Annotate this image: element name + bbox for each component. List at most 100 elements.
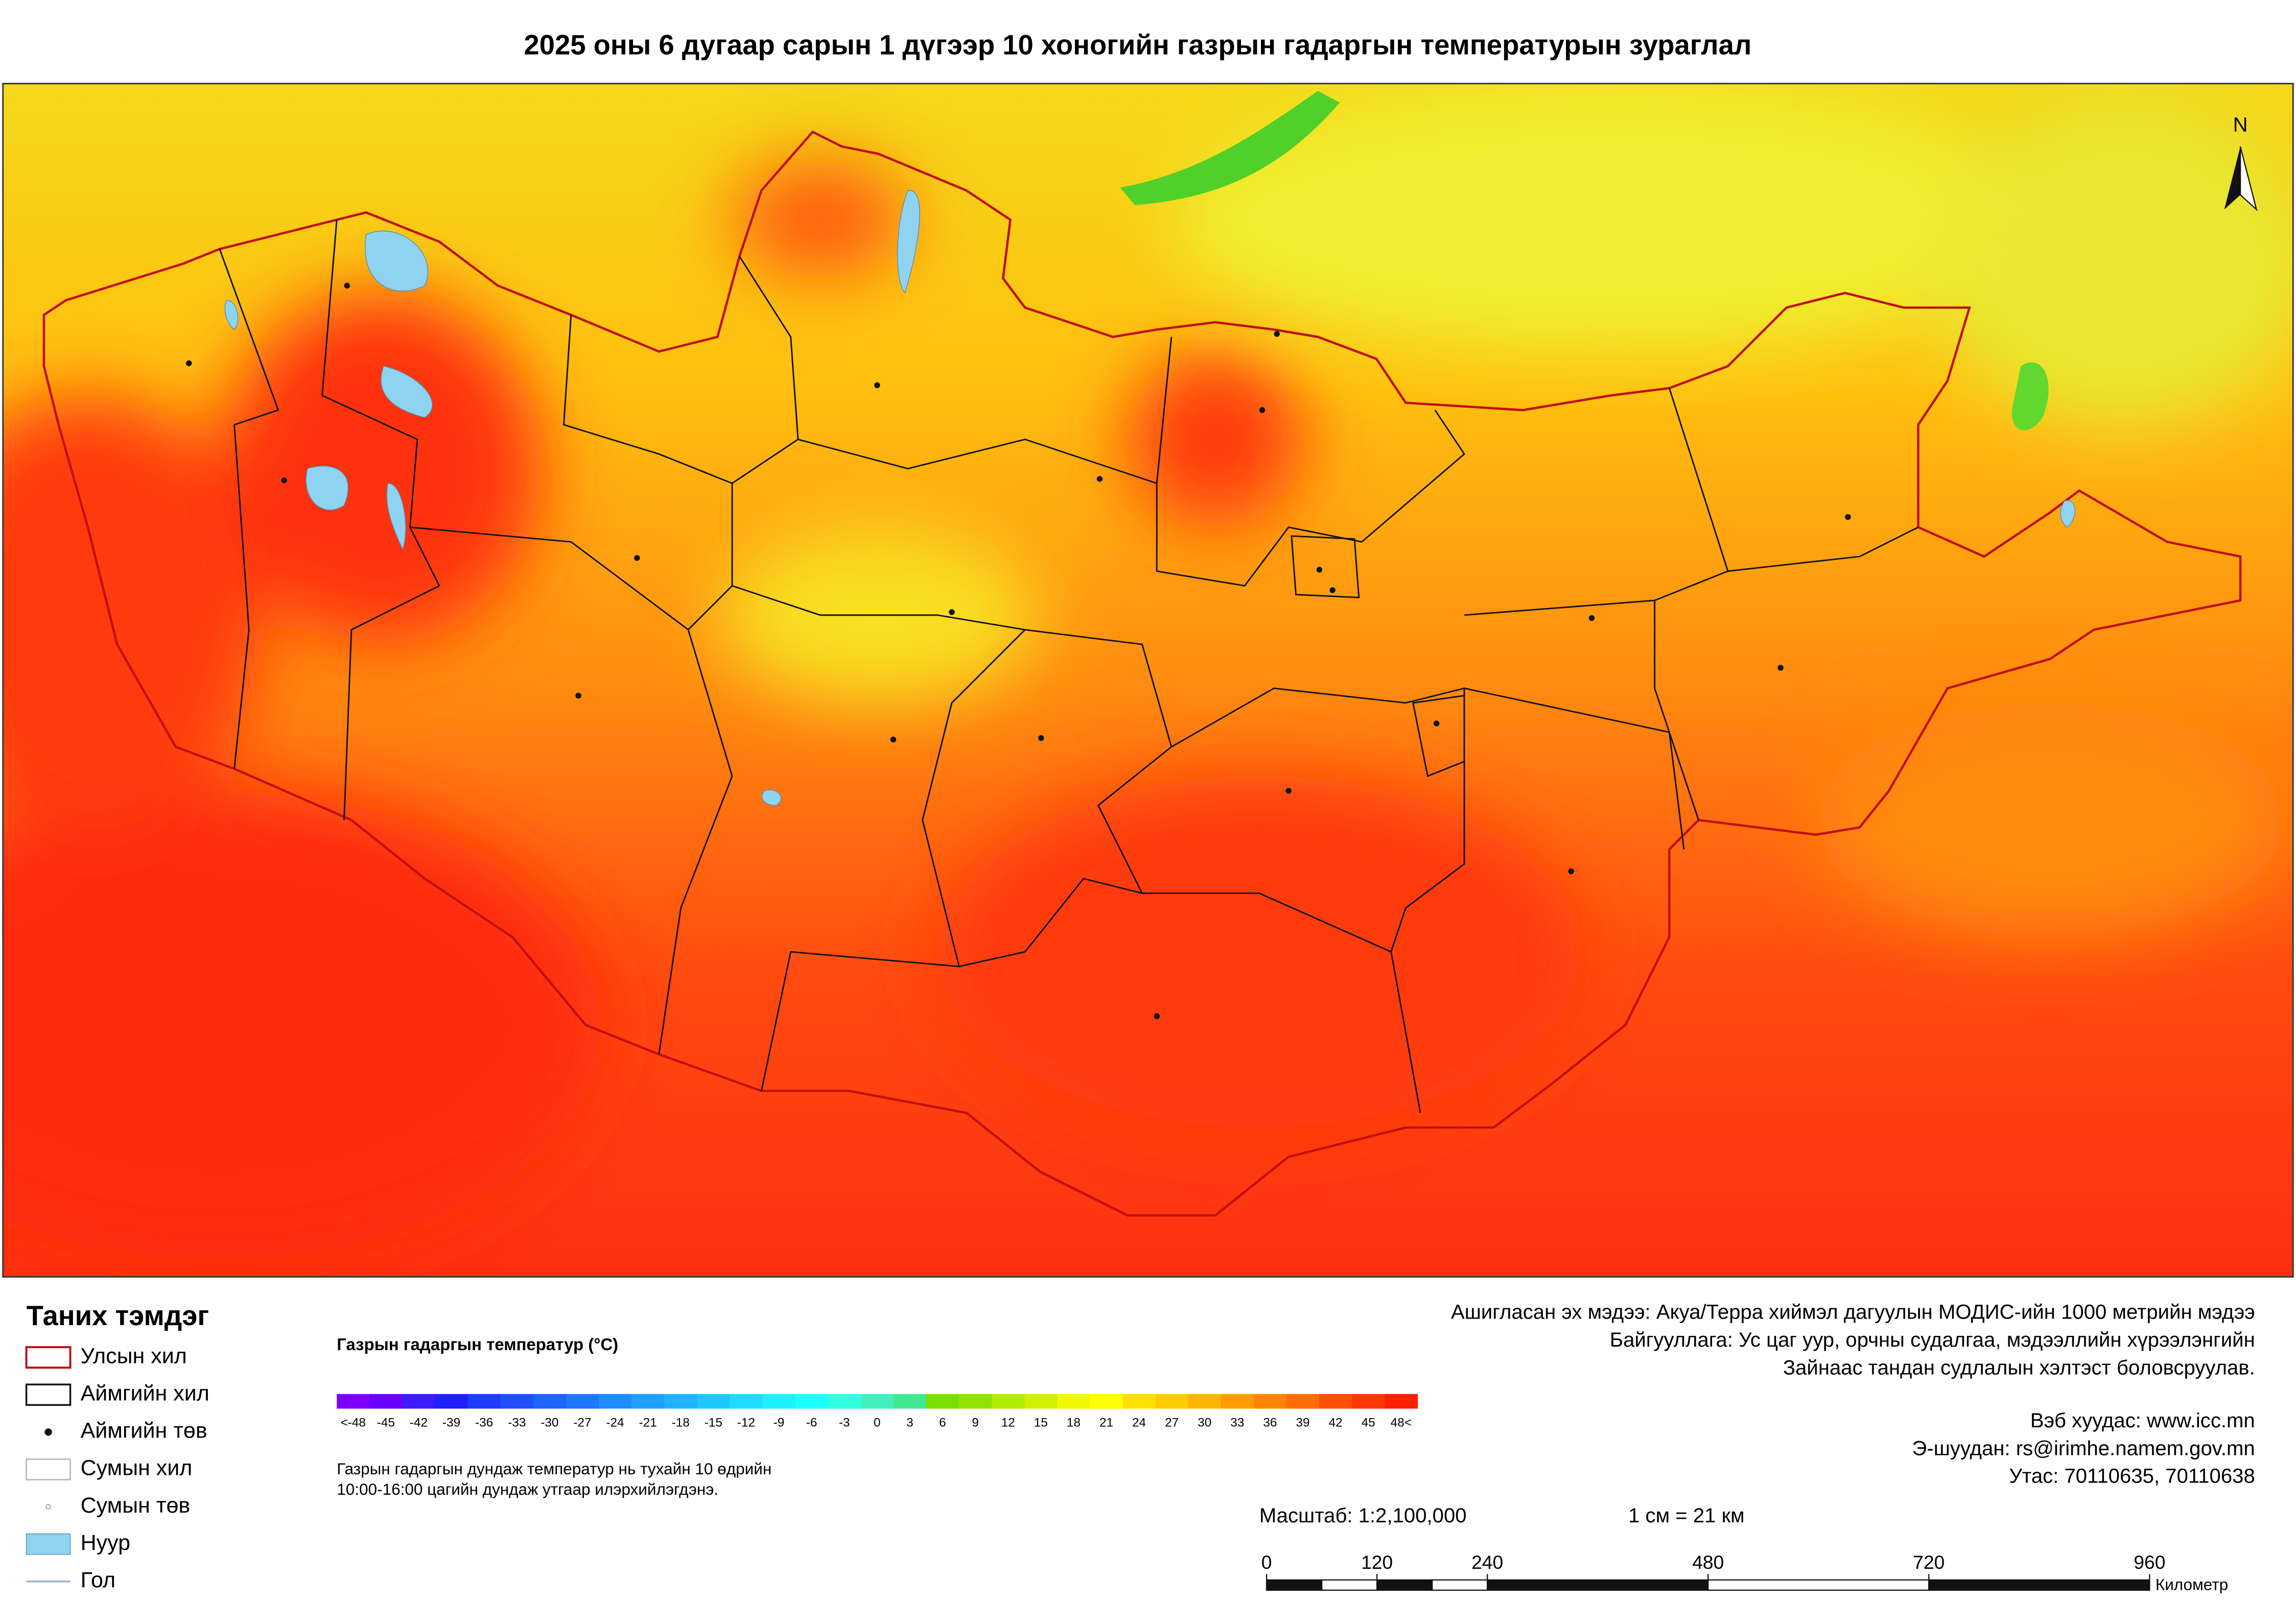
colorbar-swatch (1253, 1394, 1287, 1409)
colorbar-label: 36 (1263, 1416, 1277, 1430)
colorbar-swatch (467, 1394, 501, 1409)
scale-tick-label: 240 (1471, 1551, 1503, 1573)
colorbar-label: -42 (410, 1416, 428, 1430)
colorbar-label: 0 (874, 1416, 881, 1430)
lake-baikal (1120, 90, 1340, 205)
legend-label: Нуур (81, 1531, 130, 1555)
colorbar-swatch (1319, 1394, 1353, 1409)
colorbar-swatch (860, 1394, 894, 1409)
contact-text: Утас: 70110635, 70110638 (2009, 1465, 2255, 1488)
legend-label: Гол (81, 1568, 115, 1592)
colorbar-swatch (992, 1394, 1025, 1409)
colorbar-label: -45 (377, 1416, 395, 1430)
colorbar-swatch (1385, 1394, 1418, 1409)
scale-tick-label: 120 (1361, 1551, 1393, 1573)
colorbar-label: 15 (1034, 1416, 1048, 1430)
colorbar: <-48 -45 -42 -3 9 -36 -33 -30 -27 -24 -21 -18 -15 -12… (337, 1394, 1418, 1498)
colorbar-label: -12 (737, 1416, 755, 1430)
scale-segment (1376, 1579, 1433, 1591)
legend: Улсын хил Аймгийн хил Аймгийн төв Сумын хил… (25, 1344, 209, 1592)
legend-symbol (44, 1428, 52, 1436)
legend-symbol (25, 1383, 72, 1406)
colorbar-swatch (1024, 1394, 1058, 1409)
scale-tick-label: 960 (2134, 1551, 2165, 1573)
colorbar-swatch (1221, 1394, 1254, 1409)
colorbar-label: 18 (1067, 1416, 1081, 1430)
colorbar-label: 48< (1391, 1416, 1412, 1430)
colorbar-label: -3 (839, 1416, 850, 1430)
colorbar-swatch (1090, 1394, 1123, 1409)
lakes (224, 190, 2076, 806)
colorbar-label: 45 (1362, 1416, 1375, 1430)
colorbar-swatch (828, 1394, 861, 1409)
contact-text: Вэб хуудас: www.icc.mn (2030, 1409, 2255, 1432)
colorbar-label: -27 (573, 1416, 591, 1430)
colorbar-label: 39 (1296, 1416, 1309, 1430)
scale-segment (1266, 1579, 1323, 1591)
colorbar-label: 9 (972, 1416, 979, 1430)
colorbar-label: 24 (1132, 1416, 1146, 1430)
colorbar-swatch (795, 1394, 829, 1409)
map-frame (2, 83, 2294, 1278)
colorbar-note: 10:00-16:00 цагийн дундаж утгаар илэрхий… (337, 1480, 718, 1498)
aimag-borders (219, 220, 1919, 1113)
colorbar-label: -33 (508, 1416, 526, 1430)
colorbar-label: 3 (906, 1416, 913, 1430)
map-area: N (3, 83, 2293, 1277)
colorbar-swatch (566, 1394, 599, 1409)
legend-symbol (26, 1458, 72, 1480)
colorbar-label: -36 (475, 1416, 493, 1430)
legend-label: Сумын төв (81, 1493, 191, 1518)
colorbar-label: 6 (939, 1416, 946, 1430)
scale-tick-label: 480 (1692, 1551, 1724, 1573)
source-text: Байгууллага: Ус цаг уур, орчны судалгаа,… (1610, 1328, 2255, 1351)
colorbar-swatch (402, 1394, 436, 1409)
colorbar-label: 21 (1099, 1416, 1113, 1430)
legend-label: Сумын хил (81, 1456, 193, 1480)
colorbar-note: Газрын гадаргын дундаж температур нь тух… (337, 1460, 771, 1478)
legend-label: Аймгийн төв (81, 1419, 207, 1443)
colorbar-swatch (631, 1394, 665, 1409)
legend-symbol (25, 1346, 72, 1369)
colorbar-swatch (730, 1394, 763, 1409)
scale-bar: 0 120 240 480 720 960 Километр (1261, 1551, 2228, 1593)
colorbar-label: -30 (541, 1416, 558, 1430)
colorbar-swatch (533, 1394, 567, 1409)
colorbar-label: 33 (1230, 1416, 1244, 1430)
colorbar-swatch (1122, 1394, 1156, 1409)
colorbar-label: 42 (1329, 1416, 1343, 1430)
scale-segment (1707, 1579, 1930, 1591)
legend-symbol (45, 1504, 51, 1510)
legend-title: Таних тэмдэг (27, 1300, 209, 1331)
colorbar-swatch (1352, 1394, 1386, 1409)
scale-equivalence: 1 см = 21 км (1628, 1504, 1745, 1527)
colorbar-label: <-48 (341, 1416, 366, 1430)
colorbar-label: 27 (1165, 1416, 1179, 1430)
colorbar-swatch (664, 1394, 698, 1409)
lake (2012, 362, 2049, 431)
national-border (42, 130, 2242, 1217)
scale-unit: Километр (2156, 1575, 2228, 1594)
scale-segment (1487, 1579, 1709, 1591)
source-text: Зайнаас тандан судлалын хэлтэст боловсру… (1783, 1356, 2255, 1379)
colorbar-label: -21 (639, 1416, 657, 1430)
colorbar-swatch (337, 1394, 370, 1409)
colorbar-swatch (1286, 1394, 1320, 1409)
colorbar-label: -24 (606, 1416, 624, 1430)
colorbar-label: -6 (806, 1416, 817, 1430)
north-label: N (2233, 113, 2248, 136)
colorbar-swatch (697, 1394, 731, 1409)
colorbar-label: -15 (705, 1416, 722, 1430)
colorbar-label: 12 (1001, 1416, 1015, 1430)
colorbar-swatch (369, 1394, 403, 1409)
legend-label: Аймгийн хил (81, 1381, 209, 1406)
colorbar-label: -18 (672, 1416, 690, 1430)
contact-text: Э-шуудан: rs@irimhe.namem.gov.mn (1912, 1437, 2255, 1460)
legend-symbol (26, 1533, 71, 1555)
scale-segment (1432, 1579, 1488, 1591)
aimag-centers (185, 283, 1851, 1020)
colorbar-swatch (926, 1394, 959, 1409)
colorbar-swatch (500, 1394, 534, 1409)
scale-segment (1928, 1579, 2150, 1591)
